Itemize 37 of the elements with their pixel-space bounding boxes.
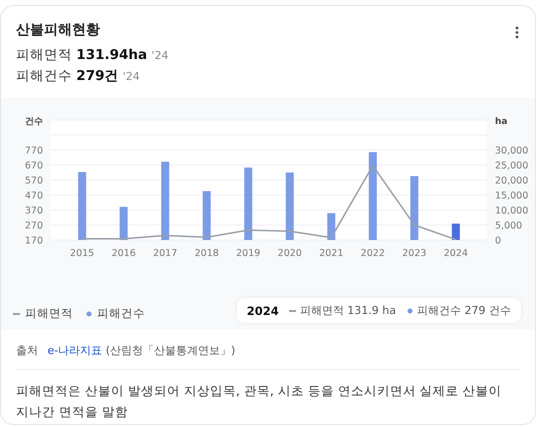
y2-axis-title: ha	[495, 117, 508, 127]
y2-tick-label: 15,000	[495, 190, 528, 202]
source-note: 출처 e-나라지표 (산림청「산불통계연보」)	[16, 343, 236, 358]
text: 피해면적 131.94ha '24	[16, 46, 168, 64]
x-tick-label: 2019	[236, 248, 260, 259]
x-tick-label: 2018	[194, 248, 219, 259]
text: 피해면적은 산불이 발생되어 지상입목, 관목, 시초 등을 연소시키면서 실제로 산불이 지나간 면적을 말함	[16, 382, 503, 421]
chart-title: 산불피해현황	[16, 21, 100, 39]
y2-tick-label: 10,000	[495, 205, 528, 216]
x-tick-label: 2021	[319, 248, 344, 259]
line-series	[81, 164, 457, 240]
x-tick-label: 2022	[360, 248, 385, 259]
y-tick-label: 770	[24, 145, 43, 156]
text: 피해건수 279건 '24	[16, 67, 140, 85]
legend-label: 피해건수	[96, 306, 145, 321]
y-tick-label: 470	[24, 190, 43, 202]
y2-tick-label: 20,000	[495, 175, 528, 186]
y2-tick-label: 25,000	[495, 160, 528, 172]
text: 피해면적 131.9 ha	[298, 303, 396, 318]
y-tick-label: 370	[24, 205, 43, 216]
text: 2024	[246, 304, 279, 318]
legend-label: 피해면적	[24, 306, 73, 321]
x-tick-label: 2015	[70, 248, 94, 259]
x-tick-label: 2023	[402, 248, 426, 259]
y-tick-label: 570	[24, 175, 43, 186]
y-axis-title: 건수	[25, 117, 43, 127]
y-tick-label: 170	[24, 235, 43, 246]
y-tick-label: 270	[24, 220, 43, 232]
y2-tick-label: 0	[495, 235, 502, 246]
y2-tick-label: 30,000	[495, 145, 528, 156]
text: 피해건수 279 건수	[416, 303, 511, 318]
y-tick-label: 670	[24, 160, 43, 172]
x-tick-label: 2016	[112, 248, 136, 259]
x-tick-label: 2020	[278, 248, 302, 259]
y2-tick-label: 5,000	[495, 220, 522, 232]
x-tick-label: 2024	[444, 248, 468, 259]
x-tick-label: 2017	[153, 248, 178, 259]
